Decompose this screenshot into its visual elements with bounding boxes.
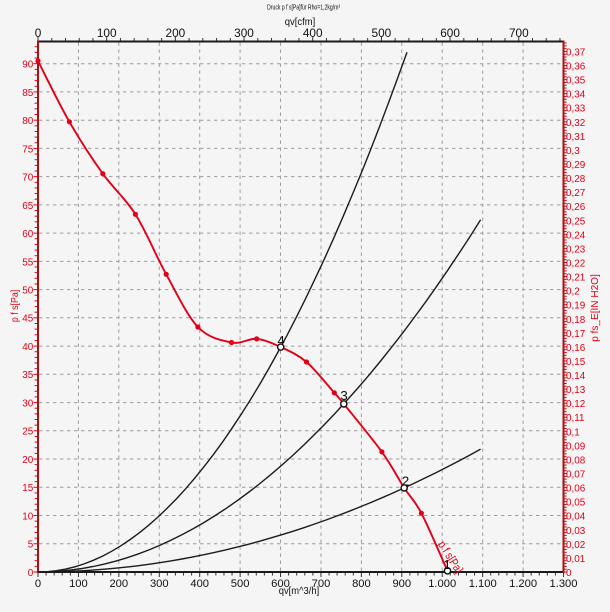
svg-text:0,27: 0,27: [566, 188, 585, 199]
svg-text:0,28: 0,28: [566, 174, 586, 185]
svg-text:400: 400: [190, 578, 209, 590]
svg-text:0,36: 0,36: [566, 62, 586, 73]
svg-text:0,01: 0,01: [566, 554, 586, 565]
svg-text:0: 0: [28, 568, 34, 579]
svg-text:900: 900: [392, 578, 411, 590]
svg-text:90: 90: [22, 60, 33, 71]
svg-text:0,35: 0,35: [566, 76, 586, 87]
svg-text:35: 35: [22, 370, 33, 381]
svg-text:p f s[Pa]: p f s[Pa]: [10, 290, 21, 322]
svg-text:0,24: 0,24: [566, 230, 586, 241]
svg-text:0,26: 0,26: [566, 202, 586, 213]
svg-text:200: 200: [166, 26, 186, 40]
svg-text:500: 500: [372, 26, 392, 40]
svg-text:0,34: 0,34: [566, 90, 586, 101]
svg-text:0,23: 0,23: [566, 244, 586, 255]
svg-text:40: 40: [22, 342, 33, 353]
svg-text:1.300: 1.300: [550, 578, 578, 590]
svg-text:0,02: 0,02: [566, 540, 585, 551]
svg-text:0,19: 0,19: [566, 301, 586, 312]
svg-text:300: 300: [234, 26, 254, 40]
svg-text:10: 10: [22, 511, 33, 522]
svg-text:0: 0: [35, 578, 41, 590]
svg-text:0,2: 0,2: [566, 287, 580, 298]
svg-text:700: 700: [312, 578, 331, 590]
svg-text:15: 15: [22, 483, 33, 494]
svg-text:Druck p f s[Pa]für Rho=1,2kg/m: Druck p f s[Pa]für Rho=1,2kg/m³: [267, 2, 340, 11]
svg-text:70: 70: [22, 173, 33, 184]
svg-text:600: 600: [271, 578, 290, 590]
svg-text:2: 2: [402, 473, 409, 488]
svg-text:0,1: 0,1: [566, 427, 580, 438]
svg-text:0,16: 0,16: [566, 343, 586, 354]
svg-text:0,25: 0,25: [566, 216, 586, 227]
svg-text:1.100: 1.100: [469, 578, 497, 590]
svg-text:1.000: 1.000: [428, 578, 456, 590]
svg-text:0,11: 0,11: [566, 413, 585, 424]
svg-text:700: 700: [509, 26, 529, 40]
svg-text:5: 5: [28, 540, 34, 551]
svg-text:0,22: 0,22: [566, 259, 585, 270]
svg-text:1.200: 1.200: [509, 578, 537, 590]
svg-text:0,17: 0,17: [566, 329, 585, 340]
svg-text:0,09: 0,09: [566, 441, 586, 452]
svg-text:0,18: 0,18: [566, 315, 586, 326]
svg-text:0,06: 0,06: [566, 484, 586, 495]
svg-text:0,32: 0,32: [566, 118, 585, 129]
svg-text:qv[cfm]: qv[cfm]: [285, 16, 316, 28]
svg-text:500: 500: [231, 578, 250, 590]
svg-text:60: 60: [22, 229, 33, 240]
svg-text:4: 4: [277, 333, 284, 348]
svg-text:0,31: 0,31: [566, 132, 586, 143]
svg-text:p fs_E[IN H2O]: p fs_E[IN H2O]: [590, 274, 601, 342]
svg-text:300: 300: [150, 578, 169, 590]
svg-text:75: 75: [22, 144, 33, 155]
svg-text:0,05: 0,05: [566, 498, 586, 509]
svg-text:0: 0: [566, 568, 572, 579]
svg-text:600: 600: [440, 26, 460, 40]
svg-text:0,08: 0,08: [566, 456, 586, 467]
svg-text:0,33: 0,33: [566, 104, 586, 115]
svg-text:0,15: 0,15: [566, 357, 586, 368]
svg-text:0,12: 0,12: [566, 399, 585, 410]
svg-text:0,03: 0,03: [566, 526, 586, 537]
svg-text:30: 30: [22, 399, 33, 410]
svg-text:80: 80: [22, 116, 33, 127]
svg-text:100: 100: [97, 26, 117, 40]
svg-text:0,13: 0,13: [566, 385, 586, 396]
svg-text:0,04: 0,04: [566, 512, 586, 523]
svg-text:0,14: 0,14: [566, 371, 586, 382]
svg-text:0: 0: [35, 26, 42, 40]
svg-text:0,07: 0,07: [566, 470, 585, 481]
svg-text:20: 20: [22, 455, 33, 466]
svg-text:100: 100: [69, 578, 88, 590]
svg-text:55: 55: [22, 257, 33, 268]
svg-text:800: 800: [352, 578, 371, 590]
svg-text:0,21: 0,21: [566, 273, 586, 284]
svg-text:45: 45: [22, 314, 33, 325]
svg-text:50: 50: [22, 286, 33, 297]
svg-text:0,3: 0,3: [566, 146, 580, 157]
svg-text:1: 1: [444, 557, 451, 572]
svg-text:25: 25: [22, 427, 33, 438]
svg-text:200: 200: [109, 578, 128, 590]
svg-text:65: 65: [22, 201, 33, 212]
svg-text:0,37: 0,37: [566, 48, 585, 59]
svg-text:3: 3: [340, 388, 347, 403]
svg-text:0,29: 0,29: [566, 160, 586, 171]
svg-text:400: 400: [303, 26, 323, 40]
svg-text:qv[m^3/h]: qv[m^3/h]: [279, 585, 320, 597]
svg-text:85: 85: [22, 88, 33, 99]
